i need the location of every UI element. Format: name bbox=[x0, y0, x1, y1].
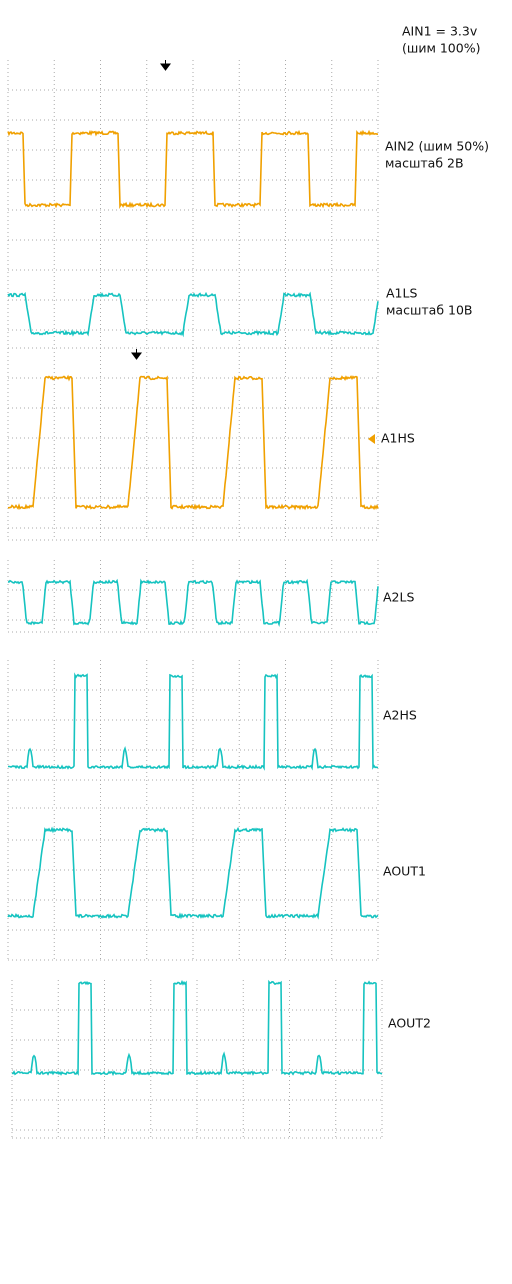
label: A1LS bbox=[386, 286, 417, 301]
label: A1HS bbox=[381, 431, 415, 446]
label: A2LS bbox=[383, 590, 414, 605]
waveform bbox=[7, 129, 379, 210]
label: AOUT2 bbox=[388, 1016, 431, 1031]
label: (шим 100%) bbox=[402, 41, 480, 56]
label: AOUT1 bbox=[383, 864, 426, 879]
label: AIN2 (шим 50%) bbox=[385, 139, 489, 154]
trigger-marker bbox=[131, 349, 142, 360]
level-marker bbox=[368, 434, 375, 444]
waveform bbox=[11, 979, 383, 1077]
waveform bbox=[7, 374, 379, 511]
label: масштаб 10В bbox=[386, 303, 473, 318]
traces bbox=[7, 129, 383, 1077]
waveform bbox=[7, 578, 379, 628]
trigger-marker bbox=[160, 60, 171, 71]
waveform bbox=[8, 672, 379, 771]
label: A2HS bbox=[383, 708, 417, 723]
waveform bbox=[7, 291, 379, 338]
label: AIN1 = 3.3v bbox=[402, 24, 478, 39]
waveform bbox=[7, 826, 379, 920]
label: масштаб 2В bbox=[385, 156, 464, 171]
grids bbox=[7, 60, 383, 1139]
